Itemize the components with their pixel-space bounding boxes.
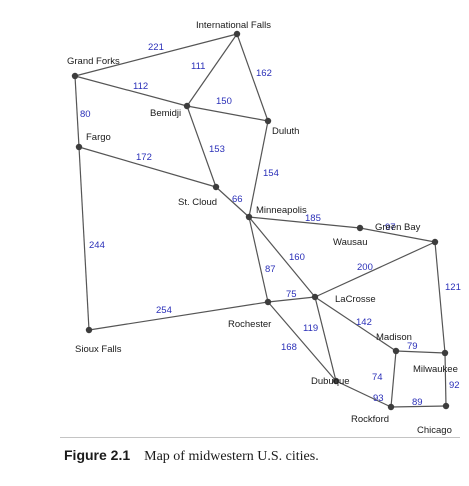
edge-weight-rochester-dubuque: 168 — [281, 342, 297, 353]
edge-weight-duluth-minneapolis: 154 — [263, 168, 279, 179]
labels-layer: International Falls Grand Forks Bemidji Dul… — [67, 20, 458, 435]
edge-weight-rockford-chicago: 89 — [412, 397, 423, 408]
edge-weight-madison-rockford: 74 — [372, 372, 383, 383]
edge-bemidji-duluth — [186, 105, 269, 122]
city-label-sioux_falls: Sioux Falls — [75, 344, 122, 355]
city-label-st_cloud: St. Cloud — [178, 197, 217, 208]
node-fargo — [75, 143, 83, 151]
node-minneapolis — [245, 213, 253, 221]
edge-weight-minneapolis-wausau: 185 — [305, 213, 321, 224]
edge-grand_forks-intl_falls — [74, 33, 238, 77]
edge-duluth-minneapolis — [248, 120, 269, 218]
node-bemidji — [183, 102, 191, 110]
edge-minneapolis-wausau — [248, 216, 361, 229]
node-milwaukee — [441, 349, 449, 357]
edge-weight-sioux_falls-rochester: 254 — [156, 305, 172, 316]
city-label-grand_forks: Grand Forks — [67, 56, 120, 67]
city-label-milwaukee: Milwaukee — [413, 364, 458, 375]
edge-rochester-lacrosse — [267, 296, 316, 303]
edge-weight-minneapolis-rochester: 87 — [265, 264, 276, 275]
edge-dubuque-rockford — [335, 380, 392, 408]
edge-weight-intl_falls-bemidji: 111 — [191, 61, 205, 72]
edge-rockford-chicago — [390, 405, 447, 408]
edge-weight-minneapolis-lacrosse: 160 — [289, 252, 305, 263]
edge-fargo-sioux_falls — [78, 146, 90, 331]
edge-weight-fargo-st_cloud: 172 — [136, 152, 152, 163]
city-label-dubuque: Dubuque — [311, 376, 350, 387]
edge-weight-intl_falls-duluth: 162 — [256, 68, 272, 79]
edge-weight-rochester-lacrosse: 75 — [286, 289, 297, 300]
caption-rule — [60, 437, 460, 438]
edge-weight-fargo-sioux_falls: 244 — [89, 240, 105, 251]
edge-weight-wausau-green_bay: 97 — [385, 222, 396, 233]
edge-st_cloud-minneapolis — [215, 186, 250, 218]
node-wausau — [356, 224, 364, 232]
edge-minneapolis-lacrosse — [248, 216, 316, 298]
edge-minneapolis-rochester — [248, 216, 269, 303]
city-label-intl_falls: International Falls — [196, 20, 271, 31]
edge-weight-green_bay-milwaukee: 121 — [445, 282, 461, 293]
city-label-chicago: Chicago — [417, 425, 452, 435]
node-sioux_falls — [85, 326, 93, 334]
node-dubuque — [332, 377, 340, 385]
city-label-bemidji: Bemidji — [150, 108, 181, 119]
edge-weight-grand_forks-bemidji: 112 — [133, 81, 148, 92]
edge-green_bay-milwaukee — [434, 241, 446, 354]
edge-weight-grand_forks-fargo: 80 — [80, 109, 91, 120]
edge-bemidji-st_cloud — [186, 105, 217, 188]
edges-layer — [74, 33, 447, 408]
figure-number: Figure 2.1 — [64, 447, 131, 463]
city-label-fargo: Fargo — [86, 132, 111, 143]
edge-wausau-green_bay — [359, 227, 436, 243]
edge-weight-madison-milwaukee: 79 — [407, 341, 418, 352]
city-label-rockford: Rockford — [351, 414, 389, 425]
node-rochester — [264, 298, 272, 306]
city-label-lacrosse: LaCrosse — [335, 294, 376, 305]
node-st_cloud — [212, 183, 220, 191]
edge-madison-milwaukee — [395, 350, 446, 354]
edge-weight-milwaukee-chicago: 92 — [449, 380, 460, 391]
edge-fargo-st_cloud — [78, 146, 217, 188]
weights-layer: 221 111 162 112 80 150 153 172 154 66 244 185 97 160 8… — [80, 42, 461, 408]
edge-lacrosse-madison — [314, 296, 397, 352]
edge-lacrosse-dubuque — [314, 296, 337, 382]
city-label-minneapolis: Minneapolis — [256, 205, 307, 216]
edge-weight-st_cloud-minneapolis: 66 — [232, 194, 243, 205]
node-chicago — [442, 402, 450, 410]
city-label-rochester: Rochester — [228, 319, 271, 330]
city-label-madison: Madison — [376, 332, 412, 343]
edge-milwaukee-chicago — [444, 352, 447, 407]
edge-intl_falls-duluth — [236, 33, 269, 122]
edge-lacrosse-green_bay — [314, 241, 436, 298]
edge-sioux_falls-rochester — [88, 301, 269, 331]
figure-caption: Figure 2.1 Map of midwestern U.S. cities. — [64, 447, 319, 465]
nodes-layer — [71, 30, 450, 411]
edge-grand_forks-fargo — [74, 75, 80, 148]
edge-intl_falls-bemidji — [186, 33, 238, 107]
edge-weight-lacrosse-madison: 142 — [356, 317, 372, 328]
city-label-wausau: Wausau — [333, 237, 368, 248]
city-label-green_bay: Green Bay — [375, 222, 421, 233]
edge-grand_forks-bemidji — [74, 75, 188, 107]
city-label-duluth: Duluth — [272, 126, 299, 137]
edge-weight-bemidji-st_cloud: 153 — [209, 144, 225, 155]
edge-weight-bemidji-duluth: 150 — [216, 96, 232, 107]
node-madison — [392, 347, 400, 355]
edge-weight-lacrosse-green_bay: 200 — [357, 262, 373, 273]
edge-madison-rockford — [390, 350, 397, 408]
node-duluth — [264, 117, 272, 125]
node-rockford — [387, 403, 395, 411]
node-lacrosse — [311, 293, 319, 301]
node-grand_forks — [71, 72, 79, 80]
city-network-diagram: 221 111 162 112 80 150 153 172 154 66 244 185 97 160 8… — [67, 20, 461, 435]
node-intl_falls — [233, 30, 241, 38]
node-green_bay — [431, 238, 439, 246]
edge-rochester-dubuque — [267, 301, 337, 382]
edge-weight-lacrosse-dubuque: 119 — [303, 323, 318, 334]
edge-weight-dubuque-rockford: 93 — [373, 393, 384, 404]
edge-weight-grand_forks-intl_falls: 221 — [148, 42, 164, 53]
figure-caption-text: Map of midwestern U.S. cities. — [144, 449, 319, 464]
